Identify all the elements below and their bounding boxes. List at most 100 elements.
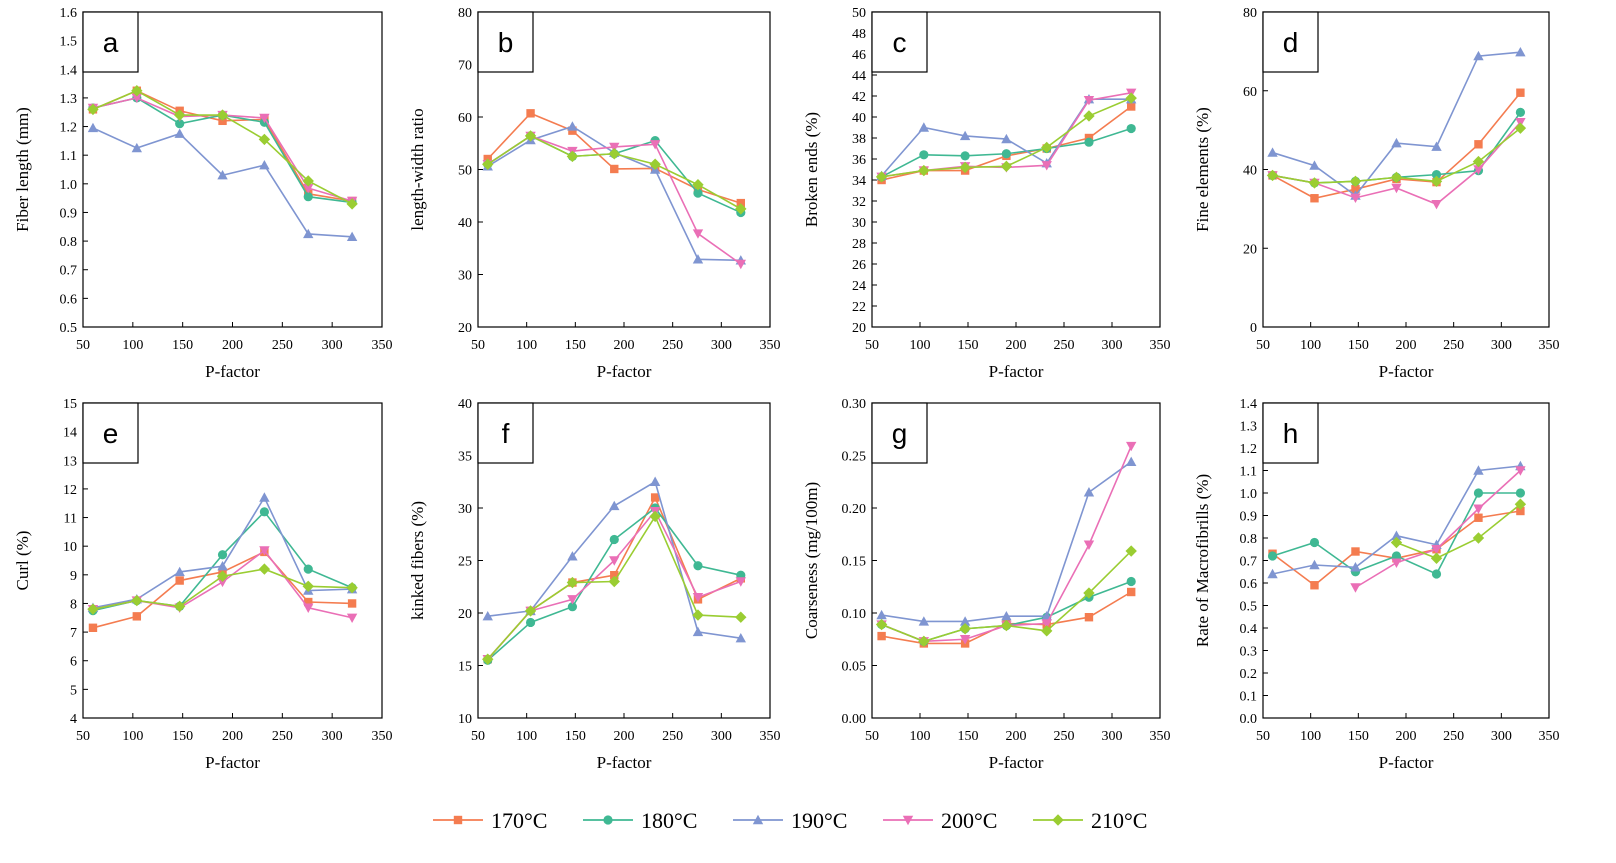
x-tick-label: 250 [272,729,293,744]
x-tick-label: 300 [1102,338,1123,353]
data-point [567,551,578,561]
x-tick-label: 100 [1300,338,1321,353]
y-tick-label: 38 [852,132,866,147]
y-tick-label: 0.8 [1240,532,1258,547]
x-tick-label: 200 [614,729,635,744]
y-tick-label: 60 [1243,85,1257,100]
series-line [92,127,353,238]
x-tick-label: 100 [122,338,143,353]
data-point [959,161,971,174]
y-tick-label: 1.1 [60,149,78,164]
data-point [567,602,578,612]
data-point [1430,175,1443,188]
y-tick-label: 50 [852,6,866,21]
data-point [609,556,620,566]
series-190°C [876,456,1137,626]
data-point [1351,184,1360,194]
data-point [1041,619,1052,629]
y-tick-label: 40 [458,216,472,231]
data-point [482,610,493,621]
x-tick-label: 350 [372,729,393,744]
y-tick-label: 4 [70,712,77,727]
series-line [1396,503,1521,560]
data-point [259,160,270,170]
panel-c: 20 22 24 26 28 30 32 34 36 38 40 42 44 46 48 50 50 100 150… [802,6,1171,381]
data-point [1350,193,1361,204]
data-point [1310,581,1319,590]
x-axis-title: P-factor [1379,362,1434,381]
data-point [1431,170,1442,180]
data-point [1391,530,1402,540]
data-point [1125,545,1137,557]
data-point [918,616,930,626]
x-tick-label: 250 [1054,729,1075,744]
panel-e: 4 5 6 7 8 9 10 11 12 13 14 15 50 100 150 200 250 300 350 P-… [13,397,393,772]
x-tick-label: 300 [1491,338,1512,353]
data-point [1350,562,1361,572]
legend-label: 210°C [1091,808,1147,833]
legend-marker [1052,814,1064,826]
y-tick-label: 0.9 [60,206,78,221]
x-tick-label: 50 [471,338,485,353]
x-tick-label: 100 [910,338,931,353]
data-point [174,566,185,577]
data-point [693,188,703,198]
y-axis-title: Fine elements (%) [1193,107,1212,232]
data-point [258,563,271,575]
data-point [131,594,143,607]
data-point [692,254,704,264]
data-point [1515,466,1526,476]
y-tick-label: 11 [64,512,77,527]
series-210°C [482,130,747,215]
y-tick-label: 1.4 [1240,397,1258,412]
x-tick-label: 300 [1102,729,1123,744]
x-tick-label: 50 [76,729,90,744]
x-tick-label: 350 [760,338,781,353]
y-tick-label: 5 [70,683,77,698]
x-tick-label: 350 [372,338,393,353]
series-210°C [875,92,1137,183]
y-tick-label: 80 [458,6,472,21]
legend-label: 170°C [491,808,547,833]
series-210°C [875,545,1137,648]
x-tick-label: 150 [172,338,193,353]
legend-item: 170°C [433,808,547,833]
panel-letter-box [477,11,534,73]
panel-letter-box [1262,11,1319,73]
data-point [1000,619,1013,632]
x-tick-label: 100 [516,729,537,744]
y-tick-label: 0.30 [842,397,867,412]
x-tick-label: 250 [662,729,683,744]
x-tick-label: 100 [122,729,143,744]
data-point [1266,169,1279,182]
x-tick-label: 200 [222,338,243,353]
data-point [960,151,970,161]
legend-marker [453,815,463,825]
x-axis-title: P-factor [989,362,1044,381]
y-tick-label: 0.2 [1240,667,1258,682]
data-point [1472,155,1485,168]
data-point [1516,506,1525,516]
panel-letter-box [1262,402,1319,464]
data-point [346,582,358,594]
data-point [346,231,358,241]
x-axis-title: P-factor [597,362,652,381]
y-tick-label: 0.25 [842,450,867,465]
data-point [609,142,620,153]
data-point [692,229,704,239]
data-point [1390,536,1403,549]
x-tick-label: 350 [1539,729,1560,744]
data-point [1126,456,1137,466]
y-tick-label: 0.05 [842,660,867,675]
x-tick-label: 300 [711,338,732,353]
data-point [1431,199,1442,210]
x-tick-label: 350 [760,729,781,744]
y-tick-label: 0.3 [1240,645,1258,660]
legend-marker [752,814,764,825]
legend-item: 180°C [583,808,697,833]
series-200°C [1350,466,1526,593]
y-tick-label: 70 [458,59,472,74]
data-point [1083,540,1095,550]
data-point [1001,610,1012,621]
